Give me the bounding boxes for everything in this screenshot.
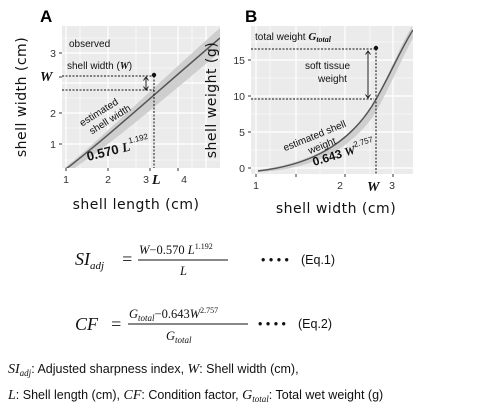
- panel-a-y-tick-1: 1: [50, 139, 56, 151]
- eq1-tag: (Eq.1): [301, 253, 335, 267]
- panel-b-y-ticks: 0 5 10 15: [233, 55, 251, 175]
- eq2-lhs: CF: [75, 314, 99, 334]
- panel-a-y-tick-3: 3: [50, 48, 56, 60]
- eq1-equals: =: [121, 249, 133, 269]
- eq2-numerator: Gtotal−0.643W2.757: [129, 306, 218, 323]
- panel-a-confidence-band: [64, 28, 220, 168]
- panel-b-x-tick-3: 3: [389, 180, 395, 192]
- eq2-equals: =: [110, 314, 122, 334]
- panel-b-y-axis-title: shell weight (g): [204, 42, 220, 158]
- panel-b-x-tick-1: 1: [253, 180, 259, 192]
- panel-a-observed-label-1: observed: [69, 39, 110, 50]
- panel-b-annotation-total: total weight Gtotal soft tissue weight: [251, 31, 379, 174]
- panel-b-soft-tissue-label-1: soft tissue: [305, 61, 350, 72]
- panel-b-fit-curve: [257, 29, 413, 172]
- eq1-lhs: SIadj: [75, 249, 104, 272]
- panel-b-x-axis-title: shell width (cm): [276, 201, 396, 217]
- panel-a-observed-point: [151, 72, 157, 78]
- panel-a-x-tick-4: 4: [181, 174, 187, 186]
- panel-a-x-marker-l: L: [151, 173, 161, 188]
- panel-a-annotation-observed: observed shell width (W): [62, 39, 157, 168]
- panel-b-total-label: total weight Gtotal: [255, 31, 332, 44]
- panel-b-x-marker-w: W: [367, 180, 381, 195]
- panel-b-x-tick-2: 2: [337, 180, 343, 192]
- panel-b: B 0 5: [204, 7, 413, 217]
- eq1-numerator: W−0.570 L1.192: [139, 242, 213, 257]
- legend: SIadj: Adjusted sharpness index, W: Shel…: [7, 362, 383, 404]
- panel-a-x-ticks: 1 2 3 4 L: [63, 168, 187, 188]
- panel-a-y-axis-title: shell width (cm): [14, 37, 30, 157]
- panel-a-observed-label-2: shell width (W): [67, 61, 132, 72]
- panel-a: A 1: [14, 7, 220, 213]
- panel-b-y-tick-5: 5: [239, 127, 245, 139]
- panel-b-letter: B: [245, 7, 257, 26]
- equation-1: SIadj = W−0.570 L1.192 L • • • • (Eq.1): [75, 242, 335, 278]
- eq2-dots: • • • •: [258, 317, 286, 331]
- equation-2: CF = Gtotal−0.643W2.757 Gtotal • • • • (…: [75, 306, 332, 345]
- panel-b-y-tick-0: 0: [239, 163, 245, 175]
- panel-b-y-tick-15: 15: [233, 55, 245, 67]
- panel-a-letter: A: [40, 7, 52, 26]
- panel-a-x-tick-1: 1: [63, 174, 69, 186]
- panel-a-x-axis-title: shell length (cm): [73, 197, 200, 213]
- eq2-denominator: Gtotal: [166, 329, 192, 345]
- panel-a-y-tick-2: 2: [50, 108, 56, 120]
- legend-line-1: SIadj: Adjusted sharpness index, W: Shel…: [8, 362, 299, 378]
- eq2-tag: (Eq.2): [298, 317, 332, 331]
- panel-b-confidence-band: [258, 26, 413, 172]
- panel-b-observed-point: [373, 45, 379, 51]
- eq1-dots: • • • •: [261, 253, 289, 267]
- panel-b-soft-tissue-label-2: weight: [317, 74, 347, 85]
- panel-a-y-ticks: 1 2 3 W: [40, 48, 62, 151]
- panel-b-y-tick-10: 10: [233, 91, 245, 103]
- panel-a-x-tick-2: 2: [105, 174, 111, 186]
- panel-b-x-ticks: 1 2 3 W: [253, 174, 395, 195]
- panel-a-x-tick-3: 3: [143, 174, 149, 186]
- panel-a-y-marker-w: W: [40, 70, 54, 85]
- panel-a-fit-curve: [66, 37, 220, 168]
- legend-line-2: L: Shell length (cm), CF: Condition fact…: [7, 388, 383, 404]
- eq1-denominator: L: [179, 264, 187, 278]
